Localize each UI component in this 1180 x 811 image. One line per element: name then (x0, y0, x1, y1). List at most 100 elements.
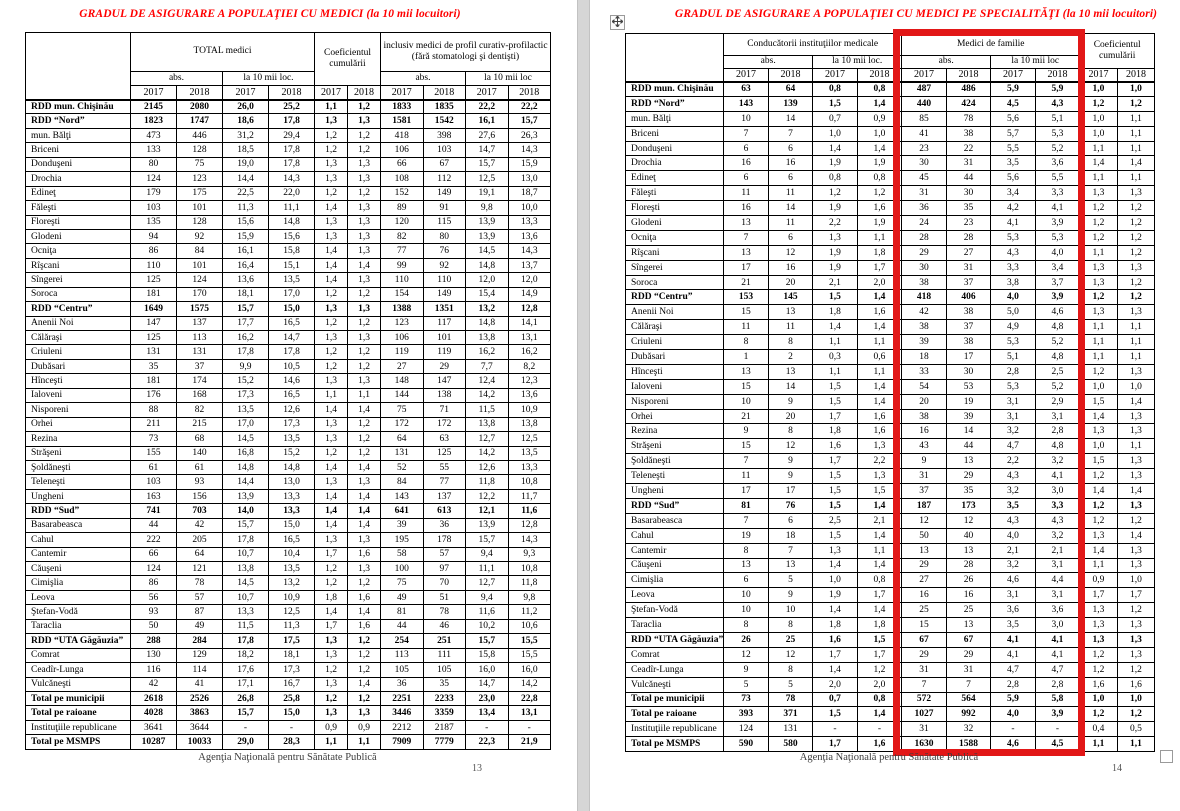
data-cell: 398 (422, 127, 466, 144)
row-label: Căuşeni (624, 557, 725, 574)
data-cell: 125 (422, 445, 466, 461)
row-label: Ialoveni (624, 378, 725, 395)
table-row: Criuleni 131 131 17,8 17,8 1,2 1,2 119 119 16,2 16… (25, 344, 551, 360)
data-cell: 153 (723, 289, 769, 306)
data-cell: 49 (380, 589, 424, 606)
table-row: RDD “Sud” 741 703 14,0 13,3 1,4 1,4 641 613 12,1 1… (25, 503, 551, 519)
data-cell: 31,2 (222, 127, 269, 144)
data-cell: 163 (130, 488, 177, 505)
data-cell: 1,2 (314, 560, 348, 577)
row-label: Rîşcani (624, 244, 725, 261)
table-row: Cimişlia 86 78 14,5 13,2 1,2 1,2 75 70 12,7 11,8 (25, 575, 551, 591)
data-cell: 2618 (130, 690, 177, 707)
data-cell: 0,9 (314, 719, 348, 736)
data-cell: 1747 (176, 113, 223, 129)
data-cell: 12,2 (465, 488, 509, 505)
data-cell: 1,0 (1116, 572, 1156, 589)
data-cell: 1,2 (314, 127, 348, 144)
data-cell: 13,6 (507, 228, 551, 245)
data-cell: 22,3 (465, 734, 509, 750)
data-cell: 10,5 (268, 358, 315, 375)
data-cell: 14,4 (222, 474, 269, 490)
year-header: 2018 (507, 85, 551, 100)
data-cell: 1,2 (347, 358, 381, 375)
data-cell: 1,3 (314, 171, 348, 187)
data-cell: 12,5 (507, 431, 551, 447)
column-group-header: inclusiv medici de profil curativ-profil… (380, 32, 551, 72)
highlight-box-medici-de-familie[interactable] (893, 29, 1085, 756)
table-row: mun. Bălţi 10 14 0,7 0,9 85 78 5,6 5,1 1,0 1,1 (624, 110, 1156, 127)
year-header: 2017 (465, 85, 509, 100)
data-cell: 1,3 (314, 113, 348, 129)
data-cell: 35 (130, 358, 177, 375)
shape-anchor-handle[interactable] (1160, 750, 1173, 763)
data-cell: 1,3 (1079, 423, 1118, 440)
data-cell: 92 (176, 228, 223, 245)
data-cell: 1,5 (1079, 393, 1118, 410)
table-row: Şoldăneşti 61 61 14,8 14,8 1,4 1,4 52 55 12,6 13,3 (25, 459, 551, 476)
data-cell: 17,8 (268, 113, 315, 129)
data-cell: 1,7 (812, 453, 858, 470)
data-cell: 1,2 (1079, 229, 1118, 246)
table-row: Orhei 211 215 17,0 17,3 1,3 1,2 172 172 13,8 13,8 (25, 416, 551, 433)
data-cell: 9 (723, 423, 769, 440)
data-cell: 13,9 (222, 488, 269, 505)
data-cell: 1,2 (347, 690, 381, 707)
row-label: Ocniţa (25, 243, 131, 259)
data-cell: 1,2 (1079, 363, 1118, 380)
data-cell: 61 (130, 459, 177, 476)
data-cell: 0,8 (812, 81, 858, 97)
data-cell: 15 (723, 304, 769, 321)
data-cell: 170 (176, 286, 223, 303)
row-label: Nisporeni (25, 402, 131, 418)
data-cell: 13,4 (465, 705, 509, 721)
data-cell: 1,2 (347, 633, 381, 649)
data-cell: 1,2 (314, 142, 348, 158)
data-cell: 15,2 (222, 373, 269, 389)
data-cell: 15,9 (222, 228, 269, 245)
data-cell: 1,1 (1079, 244, 1118, 261)
data-cell: 7,7 (465, 358, 509, 375)
data-cell: 1,3 (347, 243, 381, 259)
data-cell: 181 (130, 286, 177, 303)
data-cell: 1,3 (347, 214, 381, 230)
data-cell: 1,2 (314, 358, 348, 375)
year-header: 2018 (945, 68, 992, 82)
year-header: 2018 (268, 85, 315, 100)
data-cell: 129 (176, 647, 223, 664)
table-row: Rîşcani 110 101 16,4 15,1 1,4 1,4 99 92 14,8 13,7 (25, 257, 551, 274)
data-cell: 101 (176, 257, 223, 274)
table-row: Briceni 7 7 1,0 1,0 41 38 5,7 5,3 1,0 1,1 (624, 125, 1156, 142)
data-cell: 12,5 (268, 604, 315, 620)
data-cell: 9,9 (222, 358, 269, 375)
data-cell: 0,5 (1116, 721, 1156, 738)
row-label: Ungheni (25, 488, 131, 505)
table-move-handle[interactable] (610, 14, 625, 30)
data-cell: 1,5 (812, 497, 858, 514)
row-label: Nisporeni (624, 393, 725, 410)
table-row: RDD mun. Chişinău 2145 2080 26,0 25,2 1,1 1,2 1… (25, 98, 551, 115)
data-cell: 9 (767, 587, 814, 604)
row-label: Şoldăneşti (25, 459, 131, 476)
data-cell: 1,2 (1079, 289, 1118, 306)
data-cell: 91 (422, 200, 466, 216)
data-cell: 27,6 (465, 127, 509, 144)
page-gap-divider (577, 0, 590, 811)
data-cell: 1,2 (1079, 468, 1118, 485)
data-cell: 16,5 (268, 387, 315, 404)
data-cell: 1,4 (1079, 408, 1118, 425)
data-cell: 1833 (380, 98, 424, 115)
row-label: Teleneşti (624, 468, 725, 485)
data-cell: 1,6 (812, 438, 858, 455)
table-row: Edineţ 179 175 22,5 22,0 1,2 1,2 152 149 19,1 18,7 (25, 185, 551, 202)
data-cell: 10287 (130, 734, 177, 750)
data-cell: 1,3 (1116, 363, 1156, 380)
data-cell: 1,2 (347, 662, 381, 678)
data-cell: 56 (130, 589, 177, 606)
data-cell: 7909 (380, 734, 424, 750)
data-cell: 1,3 (1116, 617, 1156, 633)
data-cell: 1,2 (1079, 215, 1118, 231)
data-cell: 1,2 (1116, 95, 1156, 112)
data-cell: 418 (380, 127, 424, 144)
data-cell: 15 (723, 438, 769, 455)
